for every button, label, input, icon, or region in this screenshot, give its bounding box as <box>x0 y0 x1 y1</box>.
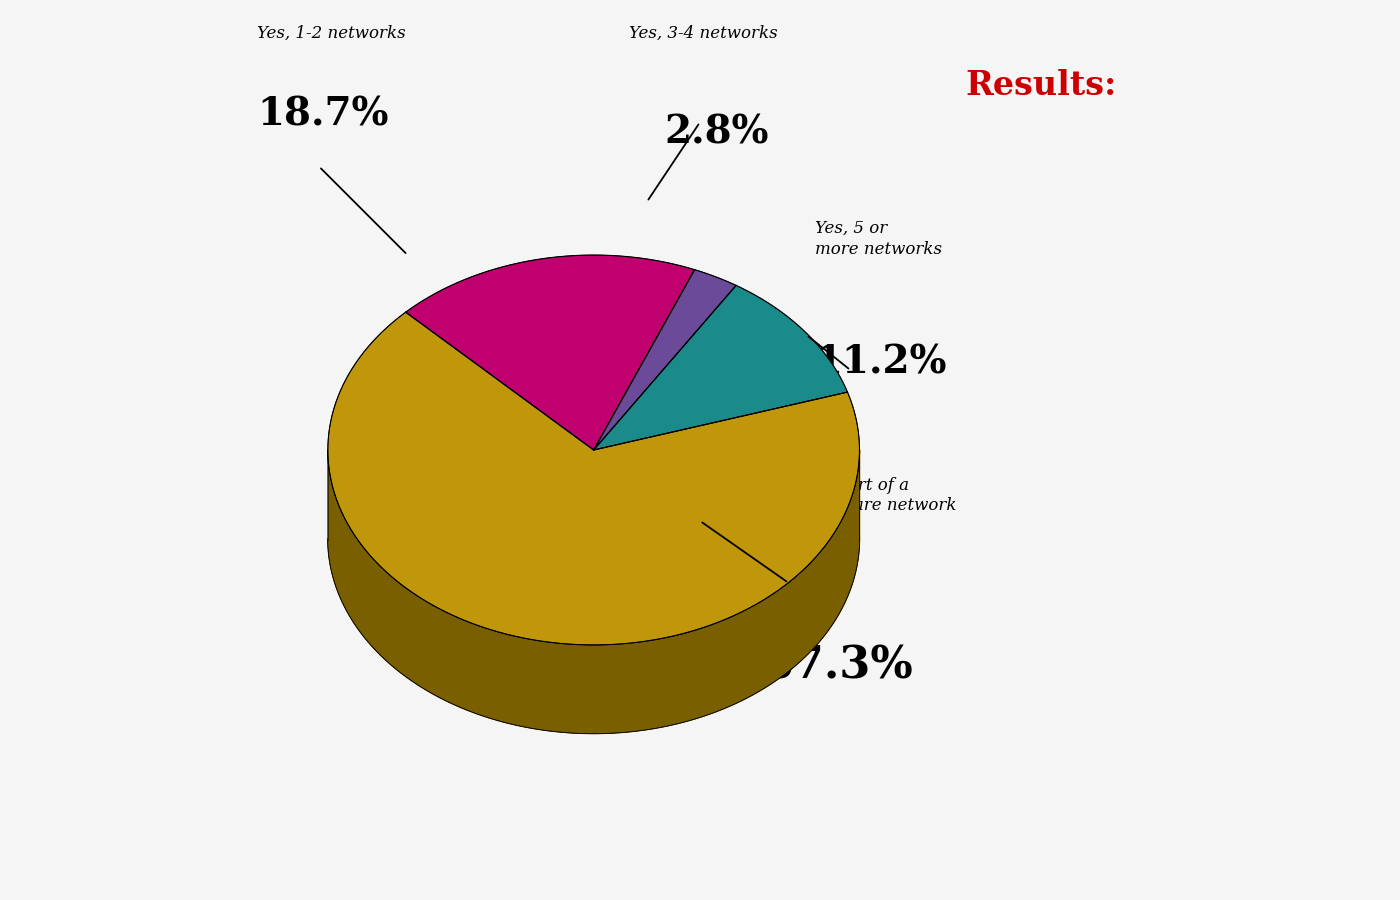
Polygon shape <box>328 450 860 734</box>
Text: Yes, 1-2 networks: Yes, 1-2 networks <box>258 24 406 41</box>
Text: Results:: Results: <box>966 69 1117 102</box>
Text: 67.3%: 67.3% <box>762 645 913 688</box>
Text: 2.8%: 2.8% <box>665 113 769 151</box>
Text: I am not part of a
managed care network: I am not part of a managed care network <box>762 477 956 515</box>
Text: Yes, 5 or
more networks: Yes, 5 or more networks <box>815 220 942 257</box>
Text: 18.7%: 18.7% <box>258 95 388 133</box>
Polygon shape <box>594 270 736 450</box>
Polygon shape <box>328 312 860 645</box>
Polygon shape <box>406 255 694 450</box>
Text: Yes, 3-4 networks: Yes, 3-4 networks <box>629 24 778 41</box>
Text: 11.2%: 11.2% <box>815 344 946 382</box>
Polygon shape <box>328 450 860 734</box>
Polygon shape <box>594 285 847 450</box>
